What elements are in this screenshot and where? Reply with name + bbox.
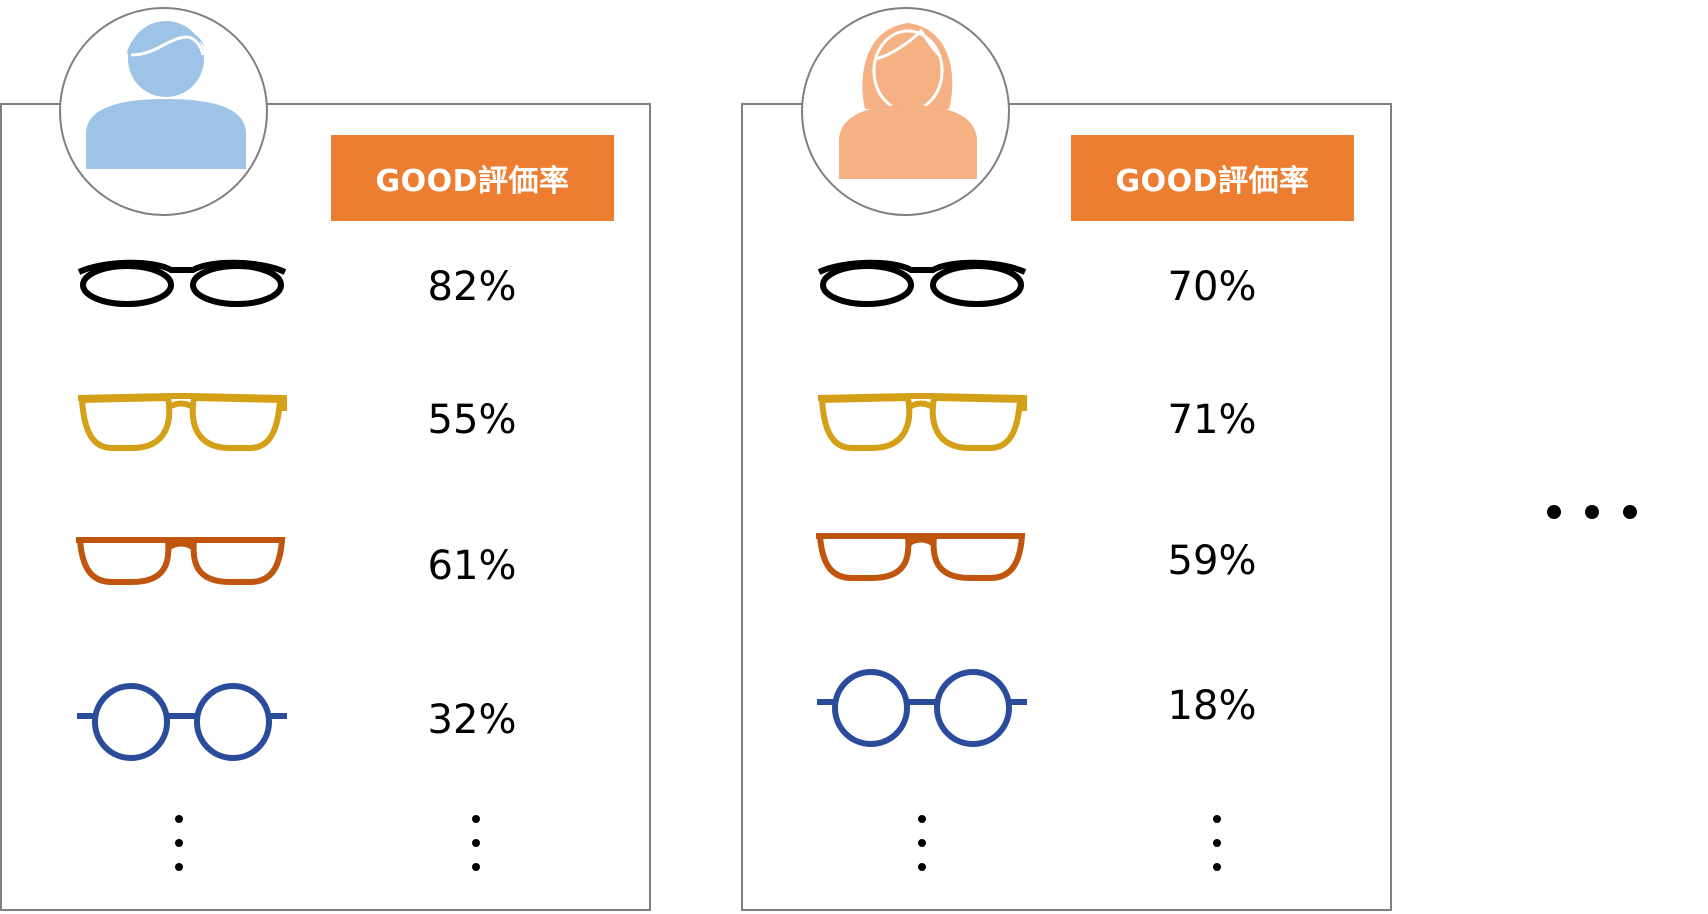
rate-value: 18%	[1167, 683, 1257, 729]
blue-round-glasses-icon	[77, 683, 287, 761]
female-user-icon	[801, 7, 1010, 216]
male-user-icon	[59, 7, 268, 216]
good-rate-header: GOOD評価率	[1071, 135, 1354, 221]
brown-rectangle-glasses-icon	[816, 533, 1026, 581]
rate-value: 32%	[427, 697, 517, 743]
panel-male	[0, 103, 651, 911]
good-rate-header: GOOD評価率	[331, 135, 614, 221]
black-oval-glasses-icon	[817, 259, 1027, 307]
black-oval-glasses-icon	[77, 259, 287, 307]
panel-female	[741, 103, 1392, 911]
brown-rectangle-glasses-icon	[76, 537, 286, 585]
rate-value: 59%	[1167, 538, 1257, 584]
blue-round-glasses-icon	[817, 669, 1027, 747]
more-users-ellipsis	[1547, 505, 1647, 521]
gold-rectangle-glasses-icon	[817, 393, 1027, 451]
gold-rectangle-glasses-icon	[77, 393, 287, 451]
rate-value: 70%	[1167, 264, 1257, 310]
rate-value: 55%	[427, 397, 517, 443]
rate-value: 82%	[427, 264, 517, 310]
rate-value: 61%	[427, 543, 517, 589]
rate-value: 71%	[1167, 397, 1257, 443]
